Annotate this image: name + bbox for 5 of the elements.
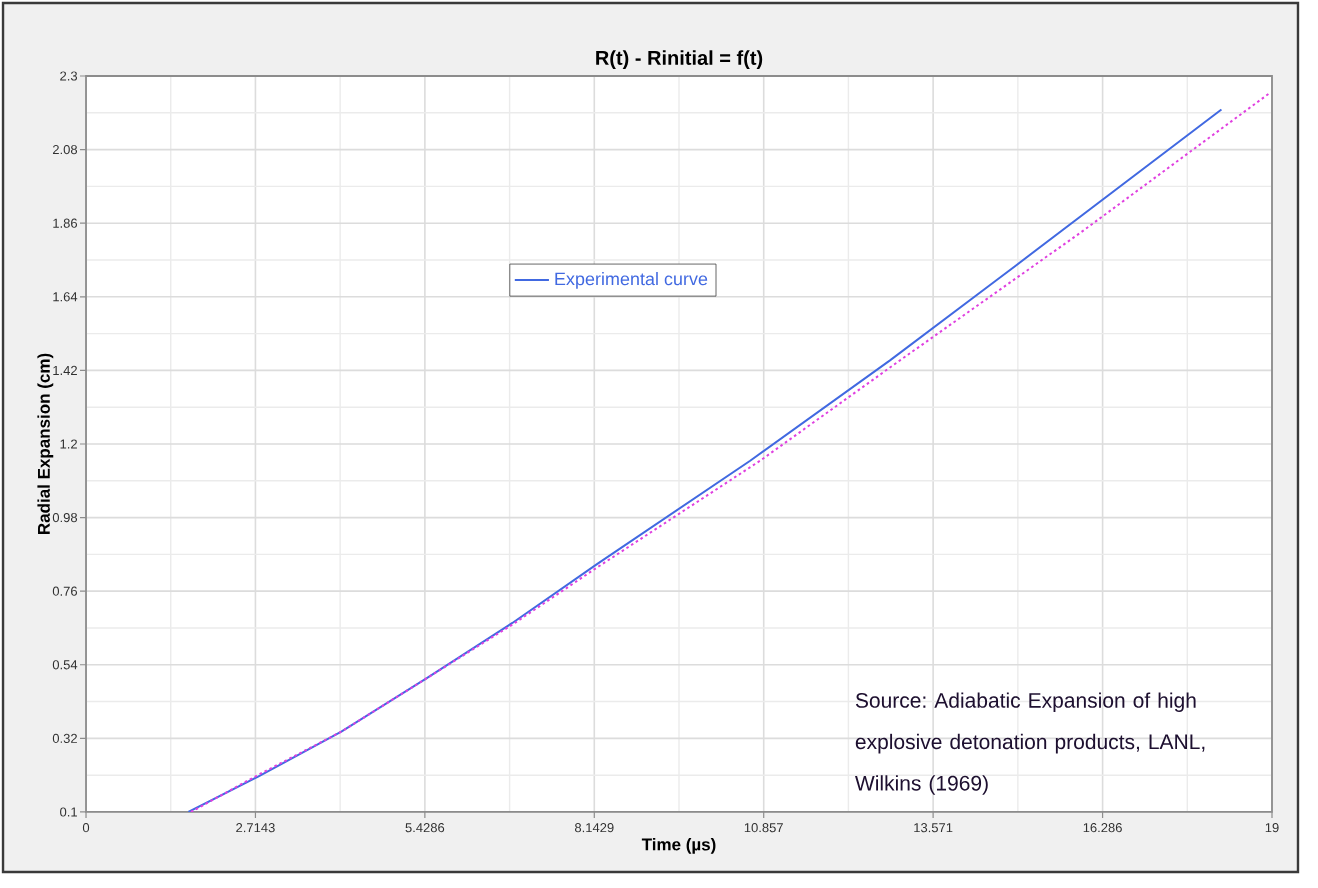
x-axis-title: Time (µs) <box>641 837 716 854</box>
annotation: Source: Adiabatic Expansion of high explosive detonation products, LANL, Wilkins (1969) <box>855 692 1205 795</box>
legend-label: Experimental curve <box>555 272 708 289</box>
y-axis-title: Radial Expansion (cm) <box>37 353 54 535</box>
chart-title: R(t) - Rinitial = f(t) <box>596 50 763 69</box>
